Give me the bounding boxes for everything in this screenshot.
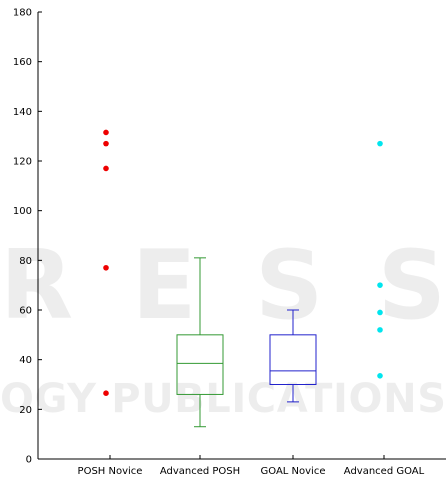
- outlier-point: [103, 129, 109, 136]
- outlier-point: [377, 140, 383, 147]
- outlier-point: [103, 140, 109, 147]
- box-iqr: [176, 334, 224, 395]
- outlier-point: [103, 165, 109, 172]
- outlier-point: [103, 390, 109, 396]
- y-tick-label: 80: [19, 256, 32, 267]
- axes: 0 20 40 60 80 100 120 140 160 180 POSH Novice Advan…: [13, 8, 446, 477]
- outlier-point: [377, 373, 383, 379]
- y-tick-label: 0: [26, 455, 32, 466]
- y-tick-label: 40: [19, 355, 32, 366]
- outlier-point: [377, 282, 383, 288]
- x-category-label: Advanced POSH: [160, 466, 240, 477]
- outlier-point: [377, 309, 383, 316]
- outlier-point: [103, 264, 109, 271]
- y-tick-label: 100: [13, 206, 32, 217]
- y-tick-label: 60: [19, 306, 32, 317]
- x-category-label: POSH Novice: [78, 466, 143, 477]
- x-category-label: GOAL Novice: [261, 466, 326, 477]
- y-tick-label: 20: [19, 405, 32, 416]
- y-tick-label: 180: [13, 8, 32, 19]
- outlier-point: [377, 327, 383, 333]
- y-tick-label: 120: [13, 157, 32, 168]
- plot-marks: [103, 129, 383, 428]
- box-iqr: [269, 334, 317, 386]
- y-tick-label: 160: [13, 57, 32, 68]
- x-category-label: Advanced GOAL: [344, 466, 425, 477]
- y-tick-label: 140: [13, 107, 32, 118]
